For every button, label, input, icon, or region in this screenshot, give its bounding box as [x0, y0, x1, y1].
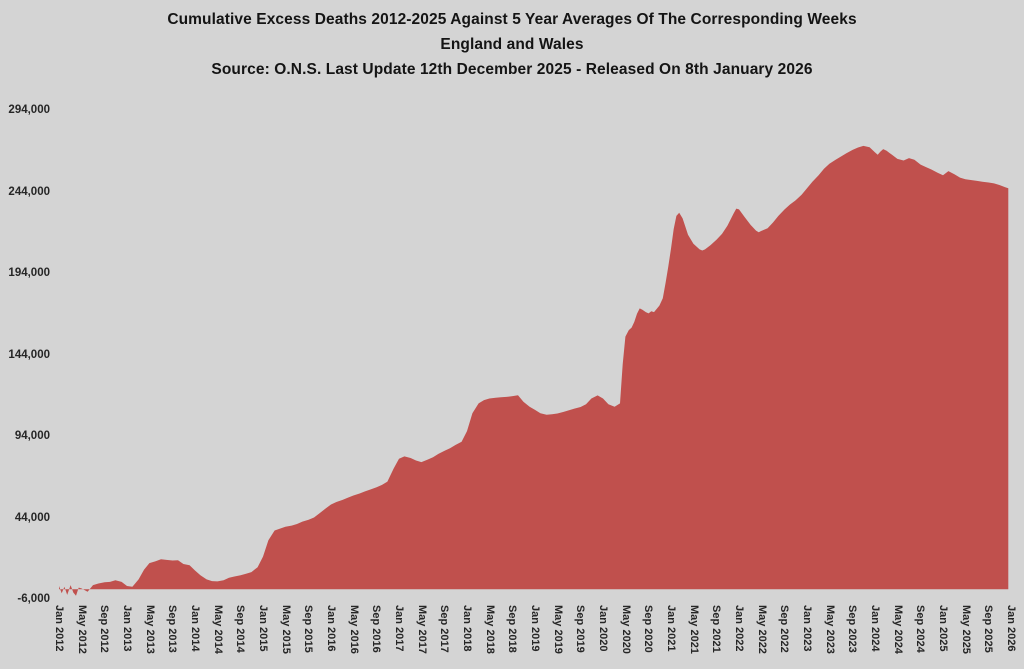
x-axis-tick-label: Jan 2023	[801, 605, 813, 652]
chart-title-line-2: England and Wales	[440, 36, 584, 53]
x-axis-tick-label: May 2020	[619, 605, 632, 654]
x-axis-tick-label: Sep 2022	[778, 605, 791, 653]
x-axis-tick-label: Jan 2019	[529, 605, 541, 652]
chart-title-block: Cumulative Excess Deaths 2012-2025 Again…	[0, 7, 1024, 82]
y-axis-tick-label: -6,000	[17, 593, 50, 605]
y-axis-tick-label: 294,000	[8, 104, 50, 116]
excess-deaths-area-series	[59, 145, 1009, 596]
y-axis-tick-label: 144,000	[8, 348, 50, 361]
x-axis-tick-label: May 2014	[211, 605, 224, 654]
x-axis-tick-label: Jan 2020	[597, 605, 609, 652]
x-axis-tick-label: Jan 2026	[1005, 605, 1017, 652]
x-axis-tick-label: May 2025	[959, 605, 972, 654]
x-axis-tick-label: Jan 2018	[461, 605, 473, 652]
x-axis-tick-label: Sep 2012	[98, 605, 111, 653]
x-axis-tick-label: Sep 2024	[914, 605, 927, 653]
x-axis-tick-label: Sep 2025	[982, 605, 995, 653]
x-axis-tick-label: Jan 2016	[325, 605, 337, 652]
x-axis-tick-label: Jan 2012	[53, 605, 65, 652]
x-axis-tick-label: Sep 2018	[506, 605, 519, 653]
x-axis-tick-label: Jan 2014	[189, 605, 201, 652]
y-axis-tick-label: 44,000	[14, 511, 50, 524]
chart-title-line-3: Source: O.N.S. Last Update 12th December…	[211, 61, 813, 78]
x-axis-tick-label: Sep 2023	[846, 605, 859, 653]
x-axis-tick-label: Jan 2021	[665, 605, 677, 652]
x-axis-tick-label: May 2018	[483, 605, 496, 654]
x-axis-tick-label: Jan 2017	[393, 605, 405, 652]
x-axis-tick-label: May 2017	[415, 605, 428, 654]
x-axis-tick-label: Sep 2019	[574, 605, 587, 653]
x-axis-tick-label: Jan 2015	[257, 605, 269, 652]
x-axis-tick-label: May 2012	[75, 605, 88, 654]
chart-title-line-1: Cumulative Excess Deaths 2012-2025 Again…	[167, 11, 857, 28]
y-axis-tick-label: 94,000	[14, 430, 50, 442]
x-axis-tick-label: May 2024	[891, 605, 904, 654]
x-axis-tick-label: Jan 2013	[121, 605, 133, 652]
x-axis-tick-label: Sep 2014	[234, 605, 247, 653]
x-axis-tick-label: May 2016	[347, 605, 360, 654]
x-axis-tick-label: Jan 2025	[937, 605, 949, 652]
x-axis-tick-label: May 2015	[279, 605, 292, 654]
x-axis-tick-label: Sep 2016	[370, 605, 383, 653]
x-axis-tick-label: Sep 2020	[642, 605, 655, 653]
x-axis-tick-label: Sep 2021	[710, 605, 723, 653]
x-axis-tick-label: Sep 2017	[438, 605, 451, 653]
x-axis-tick-label: Jan 2024	[869, 605, 881, 652]
y-axis-tick-label: 194,000	[8, 267, 50, 279]
x-axis-tick-label: Sep 2013	[166, 605, 179, 653]
x-axis-tick-label: May 2013	[143, 605, 156, 654]
y-axis-tick-label: 244,000	[8, 185, 50, 198]
x-axis-tick-label: May 2019	[551, 605, 564, 654]
x-axis-tick-label: May 2021	[687, 605, 700, 654]
x-axis-tick-label: Sep 2015	[302, 605, 315, 653]
x-axis-tick-label: May 2022	[755, 605, 768, 654]
x-axis-tick-label: Jan 2022	[733, 605, 745, 652]
x-axis-tick-label: May 2023	[823, 605, 836, 654]
